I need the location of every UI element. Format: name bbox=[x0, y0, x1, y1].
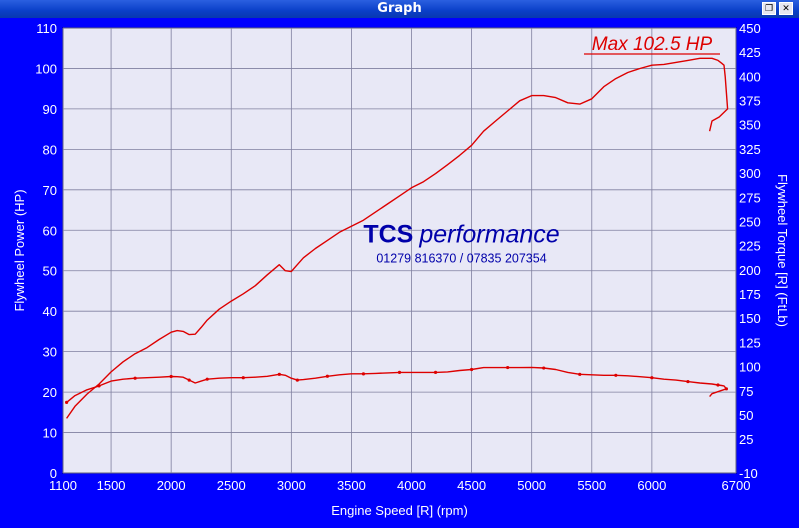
power-curve bbox=[66, 57, 729, 419]
torque-marker bbox=[578, 372, 582, 376]
y-right-tick-label: 250 bbox=[739, 214, 761, 229]
y-right-tick-label: 375 bbox=[739, 94, 761, 109]
y-tick-label: 90 bbox=[43, 102, 57, 117]
y-tick-label: 60 bbox=[43, 223, 57, 238]
y-axis-label-right: Flywheel Torque [R] (FtLb) bbox=[775, 174, 790, 327]
y-right-tick-label: 175 bbox=[739, 287, 761, 302]
y-right-tick-label: 350 bbox=[739, 118, 761, 133]
torque-marker bbox=[295, 378, 299, 382]
max-power-annotation: Max 102.5 HP bbox=[592, 34, 713, 55]
y-right-tick-label: 425 bbox=[739, 45, 761, 60]
torque-curve bbox=[66, 366, 728, 403]
x-tick-label: 1100 bbox=[49, 478, 77, 493]
dyno-chart: 1100 1500 2000 2500 3000 3500 4000 4500 5000 5500… bbox=[12, 21, 790, 518]
y-right-tick-label: 200 bbox=[739, 263, 761, 278]
y-right-tick-label: 275 bbox=[739, 190, 761, 205]
watermark-phone: 01279 816370 / 07835 207354 bbox=[376, 252, 546, 266]
torque-marker bbox=[325, 374, 329, 378]
watermark-brand: TCS performance bbox=[363, 221, 559, 249]
y-right-tick-label: 25 bbox=[739, 432, 753, 447]
torque-marker bbox=[614, 373, 618, 377]
y-right-tick-label: 150 bbox=[739, 311, 761, 326]
x-tick-label: 6000 bbox=[637, 478, 666, 493]
close-button[interactable]: ✕ bbox=[779, 2, 793, 15]
x-tick-label: 3500 bbox=[337, 478, 366, 493]
y-right-tick-label: 400 bbox=[739, 69, 761, 84]
restore-button[interactable]: ❐ bbox=[762, 2, 776, 15]
x-tick-label: 2000 bbox=[157, 478, 186, 493]
torque-marker bbox=[205, 377, 209, 381]
torque-marker bbox=[716, 383, 720, 387]
x-tick-label: 5000 bbox=[517, 478, 546, 493]
torque-marker bbox=[433, 370, 438, 374]
chart-container: 1100 1500 2000 2500 3000 3500 4000 4500 5000 5500… bbox=[0, 18, 799, 523]
torque-marker bbox=[169, 374, 173, 379]
plot-area bbox=[62, 27, 737, 474]
y-right-tick-label: 100 bbox=[739, 360, 761, 375]
torque-marker bbox=[542, 366, 546, 370]
torque-marker bbox=[361, 372, 366, 376]
y-tick-label: 70 bbox=[43, 183, 57, 198]
window-titlebar[interactable]: Graph ❐ ✕ bbox=[0, 0, 799, 18]
y-right-tick-label: 325 bbox=[739, 142, 761, 157]
x-tick-label: 1500 bbox=[97, 478, 126, 493]
torque-marker bbox=[187, 378, 191, 382]
y-axis-label: Flywheel Power (HP) bbox=[12, 189, 27, 311]
y-right-tick-label: 125 bbox=[739, 335, 761, 350]
x-tick-label: 6700 bbox=[722, 478, 751, 493]
y-right-tick-label: 75 bbox=[739, 384, 753, 399]
torque-marker bbox=[277, 372, 281, 376]
x-tick-label: 5500 bbox=[577, 478, 606, 493]
y-tick-label: 0 bbox=[50, 466, 57, 481]
y-right-tick-label: 450 bbox=[739, 21, 761, 36]
torque-marker bbox=[397, 370, 402, 374]
torque-marker bbox=[724, 387, 728, 391]
torque-marker bbox=[97, 384, 101, 388]
x-tick-label: 4000 bbox=[397, 478, 426, 493]
y-tick-label: 80 bbox=[43, 142, 57, 157]
y-tick-label: 10 bbox=[43, 426, 57, 441]
y-right-tick-label: 300 bbox=[739, 166, 761, 181]
torque-marker bbox=[650, 376, 654, 380]
watermark-brand-italic: performance bbox=[418, 221, 559, 249]
y-right-tick-label: 50 bbox=[739, 408, 753, 423]
torque-marker bbox=[506, 365, 510, 370]
window-title: Graph bbox=[377, 1, 422, 16]
x-tick-label: 2500 bbox=[217, 478, 246, 493]
x-axis-label: Engine Speed [R] (rpm) bbox=[331, 503, 468, 518]
y-right-tick-label: 225 bbox=[739, 239, 761, 254]
torque-marker bbox=[241, 376, 245, 380]
y-tick-label: 50 bbox=[43, 264, 57, 279]
torque-marker bbox=[65, 400, 69, 404]
torque-marker bbox=[133, 376, 137, 380]
y-tick-label: 110 bbox=[36, 21, 57, 36]
x-tick-label: 3000 bbox=[277, 478, 306, 493]
y-tick-label: 30 bbox=[43, 345, 57, 360]
y-tick-label: 40 bbox=[43, 304, 57, 319]
torque-marker bbox=[470, 367, 474, 372]
watermark-brand-bold: TCS bbox=[363, 221, 413, 249]
x-tick-label: 4500 bbox=[457, 478, 486, 493]
y-tick-label: 20 bbox=[43, 385, 57, 400]
torque-marker bbox=[686, 379, 690, 384]
y-right-tick-label: -10 bbox=[739, 466, 758, 481]
y-tick-label: 100 bbox=[35, 61, 57, 76]
